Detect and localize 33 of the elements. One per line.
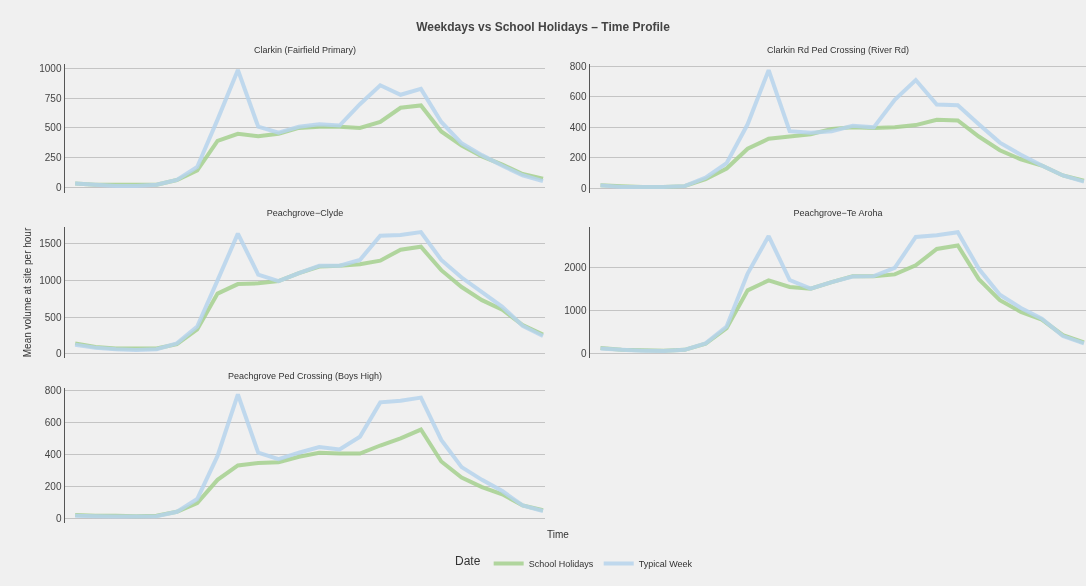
y-tick-label: 1000 — [564, 304, 587, 316]
y-tick-label: 0 — [580, 347, 587, 359]
chart-subtitle: Clarkin Rd Ped Crossing (River Rd) — [766, 45, 910, 56]
y-tick-label: 250 — [44, 152, 62, 163]
y-tick-label: 0 — [580, 182, 587, 194]
y-tick-label: 2000 — [564, 261, 587, 273]
legend-label: Typical Week — [638, 559, 693, 570]
x-axis-title: Time — [547, 529, 570, 540]
chart-subtitle: Peachgrove−Te Aroha — [793, 208, 883, 219]
y-tick-label: 500 — [44, 311, 62, 323]
y-tick-label: 400 — [569, 121, 587, 133]
y-tick-label: 0 — [55, 181, 62, 193]
y-tick-label: 800 — [44, 384, 62, 396]
chart-subtitle: Clarkin (Fairfield Primary) — [253, 45, 357, 56]
y-tick-label: 500 — [44, 122, 62, 134]
chart-title: Weekdays vs School Holidays – Time Profile — [415, 20, 671, 34]
y-axis-title: Mean volume at site per hour — [21, 227, 33, 358]
y-tick-label: 800 — [569, 60, 587, 72]
chart-subtitle: Peachgrove−Clyde — [266, 208, 344, 219]
y-tick-label: 200 — [44, 480, 62, 492]
y-tick-label: 200 — [569, 152, 587, 164]
y-tick-label: 750 — [44, 92, 62, 104]
y-tick-label: 1000 — [39, 63, 62, 75]
y-tick-label: 1000 — [39, 274, 62, 286]
y-tick-label: 0 — [55, 348, 62, 360]
y-tick-label: 400 — [44, 448, 62, 460]
legend-title: Date — [455, 553, 481, 568]
chart-subtitle: Peachgrove Ped Crossing (Boys High) — [227, 371, 383, 382]
legend-label: School Holidays — [528, 559, 594, 570]
y-tick-label: 1500 — [39, 238, 62, 250]
y-tick-label: 600 — [44, 416, 62, 428]
y-tick-label: 0 — [55, 512, 62, 524]
y-tick-label: 600 — [569, 91, 587, 103]
